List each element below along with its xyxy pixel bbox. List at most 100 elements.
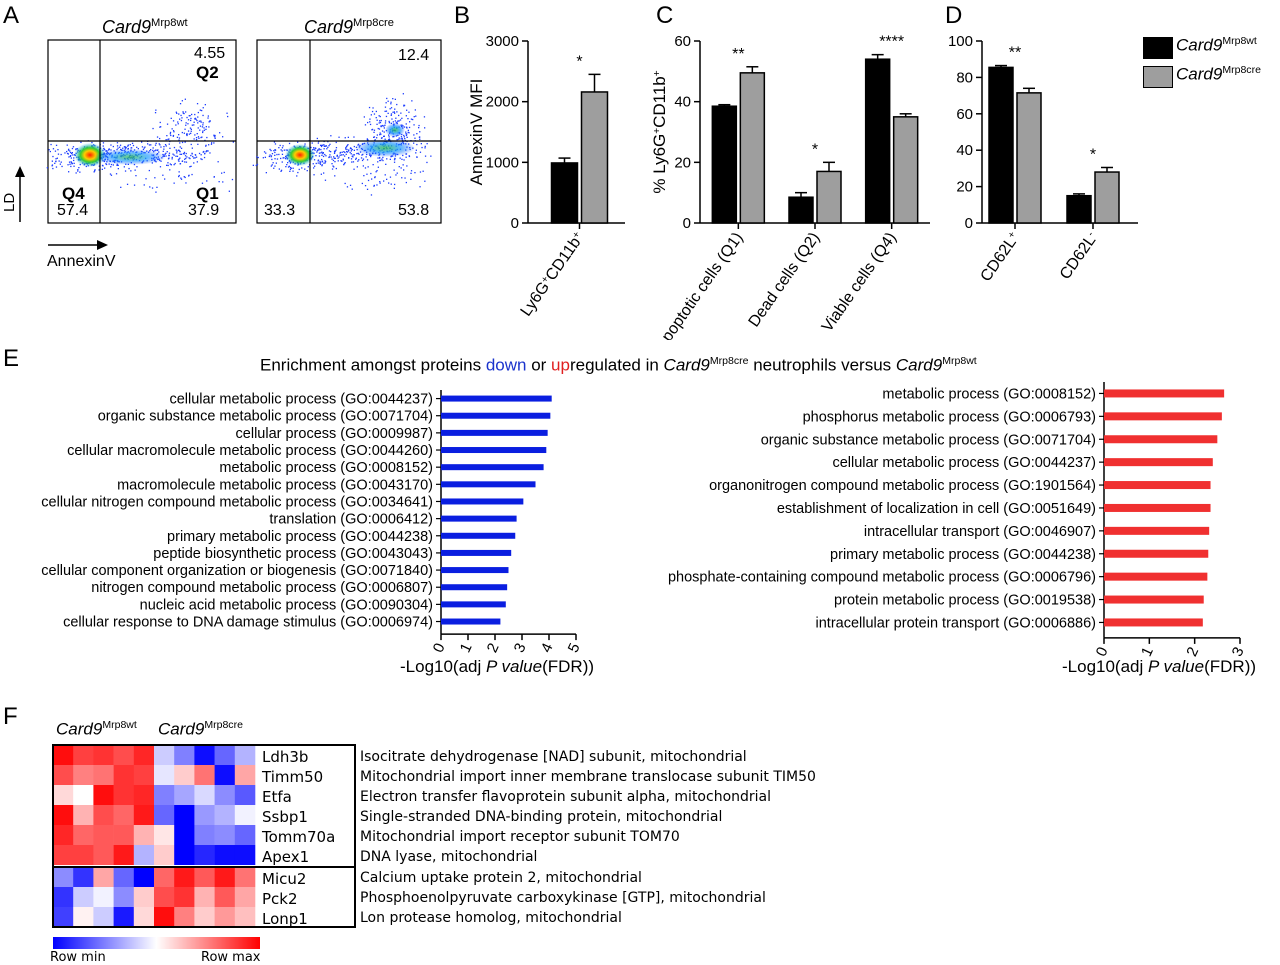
y-tick-label: 60 [956,106,973,123]
heatmap-cell [113,785,135,805]
bar [864,58,891,224]
go-term-label: cellular nitrogen compound metabolic pro… [41,494,433,510]
flow-plot-1-frame [47,39,237,224]
go-term-label: metabolic process (GO:0008152) [219,460,433,476]
bar [816,170,842,224]
panel-e-title: Enrichment amongst proteins down or upre… [260,355,977,375]
bar [1016,92,1042,224]
bar [441,447,547,454]
go-term-label: cellular metabolic process (GO:0044237) [832,455,1096,471]
bar [441,395,552,402]
y-tick-label: 60 [674,33,691,50]
flow-plot-1-title: Card9Mrp8wt [102,17,188,37]
x-tick-label: 4 [538,641,557,656]
go-term-label: organic substance metabolic process (GO:… [761,432,1096,448]
bar [441,429,548,436]
heatmap-cell [93,805,114,825]
heatmap-cell [93,907,114,927]
y-axis-label: AnnexinV MFI [467,79,486,186]
bar [1104,526,1210,535]
significance-marker: * [1090,146,1096,163]
heatmap-cell [174,765,195,785]
heatmap-cell [93,745,114,765]
heatmap-cell [113,867,135,887]
x-tick-label: Apoptotic cells (Q1) [653,230,747,340]
bar [1104,618,1203,627]
flow-plot-2-frame [256,39,442,224]
heatmap-cells [53,745,256,927]
gene-label: Etfa [262,788,292,806]
y-tick-label: 2000 [486,94,519,111]
heatmap-cell [133,765,155,785]
x-tick-label: Dead cells (Q2) [746,230,824,331]
y-tick-label: 0 [965,215,973,232]
heatmap-cell [194,887,215,907]
row-min-label: Row min [50,950,106,965]
heatmap-cell [234,887,256,907]
panel-letter-c: C [656,2,674,29]
heatmap-cell [174,867,195,887]
q2-label: Q2 [196,63,219,82]
x-tick-label: Ly6G+CD11b+ [517,229,588,319]
bar [441,464,544,471]
bar [441,601,506,608]
y-tick-label: 0 [511,215,519,232]
q2-value-plot1: 4.55 [194,45,226,62]
heatmap-cell [174,845,195,865]
y-tick-label: 100 [948,33,973,50]
gene-description: Isocitrate dehydrogenase [NAD] subunit, … [360,749,747,765]
go-term-label: organic substance metabolic process (GO:… [98,409,433,425]
heatmap-cell [93,785,114,805]
q4-value-plot1: 57.4 [57,202,89,219]
gene-description: Phosphoenolpyruvate carboxykinase [GTP],… [360,890,766,906]
heatmap-cell [154,825,175,845]
heatmap-cell [154,745,175,765]
heatmap-cell [53,907,74,927]
heatmap-cell [174,785,195,805]
go-term-label: nucleic acid metabolic process (GO:00903… [140,597,433,613]
go-term-label: intracellular protein transport (GO:0006… [816,615,1096,631]
heatmap-cell [234,825,256,845]
heatmap-cell [214,745,236,765]
x-tick-label: CD62L- [1056,229,1101,283]
heatmap-cell [154,867,175,887]
heatmap-cell [214,887,236,907]
panel-letter-f: F [3,703,18,730]
heatmap-cell [154,907,175,927]
heatmap-box-bottom [52,866,356,928]
chart-d: 0 20 40 60 80 100 ** CD62L+ * CD62L- [948,33,1138,285]
heatmap-cell [214,867,236,887]
legend-swatch-cre [1143,66,1173,88]
go-term-label: translation (GO:0006412) [269,512,433,528]
heatmap-cell [113,745,135,765]
heatmap-cell [93,845,114,865]
heatmap-cell [154,805,175,825]
heatmap-cell [53,785,74,805]
bar [580,91,609,224]
heatmap-cell [93,887,114,907]
heatmap-cell [133,785,155,805]
bar [1104,503,1211,512]
heatmap-cell [113,887,135,907]
bar [1104,595,1204,604]
bar [1104,549,1209,558]
y-tick-label: 1000 [486,154,519,171]
heatmap-cell [234,867,256,887]
bar [441,481,536,488]
color-scale-bar [53,937,260,949]
bar [1104,458,1213,467]
heatmap-cell [194,907,215,927]
q2-value-plot2: 12.4 [398,47,430,64]
go-term-label: cellular process (GO:0009987) [236,426,433,442]
bar [1104,389,1225,398]
gene-description: Electron transfer flavoprotein subunit a… [360,789,772,805]
y-tick-label: 20 [674,154,691,171]
heatmap-cell [53,887,74,907]
bar [711,105,738,224]
heatmap-cell [234,907,256,927]
bar [441,515,517,522]
flow-plots [15,39,442,250]
heatmap-cell [73,907,94,927]
